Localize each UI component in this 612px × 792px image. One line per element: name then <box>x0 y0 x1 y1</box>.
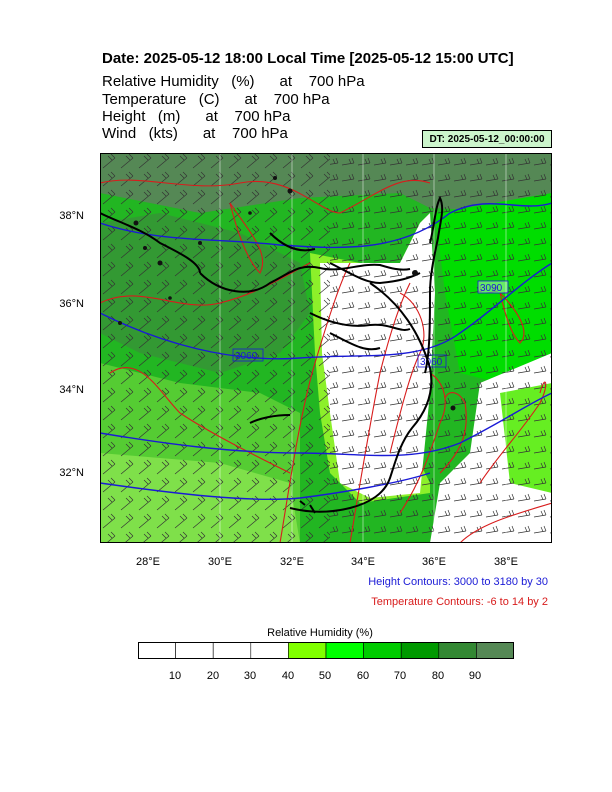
lon-label-38e: 38°E <box>494 556 518 568</box>
height-contour-label: 3060 <box>235 351 258 362</box>
colorbar-label: 90 <box>468 670 482 682</box>
lat-label-32n: 32°N <box>59 467 84 479</box>
colorbar-cell <box>138 642 176 659</box>
colorbar-cell <box>438 642 477 659</box>
wind-barbs-west <box>100 153 330 543</box>
colorbar-title: Relative Humidity (%) <box>267 627 373 639</box>
colorbar-cell <box>400 642 440 659</box>
colorbar-cell <box>288 642 327 659</box>
field-relative-humidity: Relative Humidity (%) at 700 hPa <box>102 73 365 90</box>
colorbar-label: 70 <box>393 670 407 682</box>
dt-badge: DT: 2025-05-12_00:00:00 <box>422 130 552 148</box>
coastlines <box>100 195 444 514</box>
lon-label-30e: 30°E <box>208 556 232 568</box>
height-contours <box>100 202 552 501</box>
field-height: Height (m) at 700 hPa <box>102 108 291 125</box>
colorbar-label: 10 <box>168 670 182 682</box>
islands <box>118 176 456 411</box>
colorbar-label: 40 <box>281 670 295 682</box>
height-label-box-3 <box>477 280 509 294</box>
rh-colorbar <box>138 642 514 659</box>
height-contour-label: 3060 <box>420 357 443 368</box>
colorbar-cell <box>363 642 402 659</box>
colorbar-label: 50 <box>318 670 332 682</box>
colorbar-cell <box>476 642 514 659</box>
colorbar-label: 20 <box>206 670 220 682</box>
colorbar-cell <box>325 642 364 659</box>
field-temperature: Temperature (C) at 700 hPa <box>102 91 330 108</box>
field-wind: Wind (kts) at 700 hPa <box>102 125 288 142</box>
colorbar-label: 80 <box>431 670 445 682</box>
height-label-box-1 <box>232 348 264 362</box>
lon-label-32e: 32°E <box>280 556 304 568</box>
colorbar-cell <box>175 642 214 659</box>
map-frame <box>100 153 552 543</box>
height-contour-label: 3090 <box>480 283 503 294</box>
weather-map: 3060 3060 3090 <box>100 153 552 543</box>
colorbar-label: 60 <box>356 670 370 682</box>
lon-label-34e: 34°E <box>351 556 375 568</box>
colorbar-frame <box>138 642 514 659</box>
height-label-box-2 <box>417 354 447 368</box>
lat-label-34n: 34°N <box>59 384 84 396</box>
lat-label-36n: 36°N <box>59 298 84 310</box>
height-contours-legend: Height Contours: 3000 to 3180 by 30 <box>368 576 548 588</box>
map-title: Date: 2025-05-12 18:00 Local Time [2025-… <box>102 50 514 67</box>
lat-label-38n: 38°N <box>59 210 84 222</box>
colorbar-cell <box>250 642 289 659</box>
temperature-contours-legend: Temperature Contours: -6 to 14 by 2 <box>371 596 548 608</box>
colorbar-cell <box>212 642 252 659</box>
colorbar-label: 30 <box>243 670 257 682</box>
lon-label-36e: 36°E <box>422 556 446 568</box>
lon-label-28e: 28°E <box>136 556 160 568</box>
